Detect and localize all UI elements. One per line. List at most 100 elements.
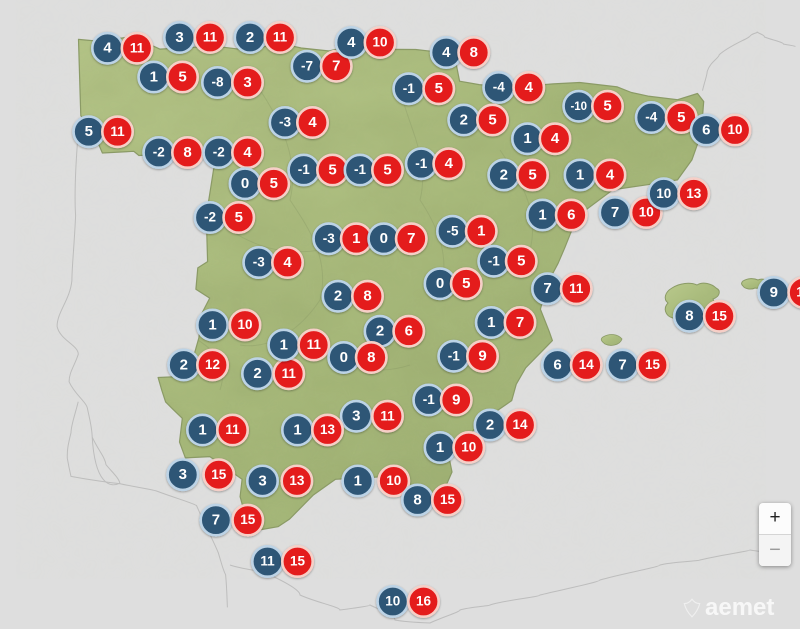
svg-text:7: 7 (516, 314, 524, 331)
svg-text:0: 0 (241, 175, 249, 192)
svg-text:1: 1 (477, 223, 485, 240)
svg-text:2: 2 (180, 356, 188, 373)
svg-text:-1: -1 (354, 162, 366, 177)
svg-text:15: 15 (712, 308, 728, 323)
svg-text:15: 15 (440, 492, 456, 507)
svg-text:1: 1 (293, 421, 301, 438)
svg-text:3: 3 (352, 408, 360, 425)
svg-text:1: 1 (208, 316, 216, 333)
svg-text:1: 1 (280, 336, 288, 353)
svg-text:1: 1 (198, 421, 206, 438)
svg-text:10: 10 (639, 205, 654, 220)
svg-text:9: 9 (452, 391, 460, 408)
svg-text:4: 4 (243, 144, 252, 161)
svg-text:10: 10 (385, 594, 400, 609)
svg-text:2: 2 (334, 288, 342, 305)
svg-text:10: 10 (372, 35, 387, 50)
svg-text:4: 4 (442, 44, 451, 61)
svg-text:11: 11 (203, 30, 218, 45)
svg-text:-3: -3 (253, 255, 265, 270)
svg-text:15: 15 (211, 467, 227, 482)
svg-text:1: 1 (354, 472, 362, 489)
svg-text:11: 11 (225, 422, 240, 437)
svg-text:11: 11 (260, 554, 275, 569)
svg-text:1: 1 (576, 166, 584, 183)
svg-text:6: 6 (567, 206, 575, 223)
svg-text:5: 5 (383, 161, 391, 178)
svg-text:1: 1 (150, 68, 158, 85)
svg-text:5: 5 (85, 123, 93, 140)
svg-text:11: 11 (307, 337, 322, 352)
svg-text:0: 0 (436, 275, 444, 292)
svg-text:6: 6 (702, 121, 710, 138)
svg-text:7: 7 (611, 204, 619, 221)
svg-text:-7: -7 (301, 58, 313, 73)
svg-text:-1: -1 (403, 81, 415, 96)
svg-text:8: 8 (363, 288, 371, 305)
svg-text:8: 8 (367, 349, 375, 366)
svg-text:7: 7 (332, 58, 340, 75)
svg-text:4: 4 (525, 79, 534, 96)
svg-text:3: 3 (258, 472, 266, 489)
svg-text:5: 5 (603, 98, 611, 115)
svg-text:9: 9 (478, 348, 486, 365)
svg-text:-3: -3 (323, 231, 335, 246)
svg-text:4: 4 (606, 166, 615, 183)
svg-text:4: 4 (347, 34, 356, 51)
svg-text:5: 5 (435, 80, 443, 97)
svg-text:11: 11 (282, 366, 297, 381)
svg-text:9: 9 (770, 284, 778, 301)
svg-text:0: 0 (340, 349, 348, 366)
svg-text:2: 2 (246, 29, 254, 46)
svg-text:11: 11 (380, 408, 395, 423)
svg-text:8: 8 (183, 144, 191, 161)
svg-text:1: 1 (352, 230, 360, 247)
svg-text:6: 6 (553, 356, 561, 373)
svg-text:-1: -1 (415, 156, 427, 171)
svg-text:5: 5 (328, 161, 336, 178)
svg-text:11: 11 (273, 30, 288, 45)
svg-text:-2: -2 (204, 210, 216, 225)
svg-text:5: 5 (528, 166, 536, 183)
svg-text:-2: -2 (213, 145, 225, 160)
svg-text:5: 5 (517, 253, 525, 270)
svg-text:2: 2 (486, 416, 494, 433)
svg-text:-3: -3 (279, 115, 291, 130)
svg-text:4: 4 (445, 155, 454, 172)
svg-text:2: 2 (460, 111, 468, 128)
svg-text:8: 8 (470, 44, 478, 61)
svg-text:7: 7 (618, 356, 626, 373)
svg-text:16: 16 (416, 594, 432, 609)
svg-text:-5: -5 (446, 223, 458, 238)
svg-text:10: 10 (727, 122, 742, 137)
svg-text:7: 7 (543, 280, 551, 297)
svg-text:10: 10 (386, 473, 401, 488)
svg-text:1: 1 (487, 314, 495, 331)
svg-text:4: 4 (308, 114, 317, 131)
svg-text:-1: -1 (448, 348, 460, 363)
svg-text:7: 7 (212, 512, 220, 529)
svg-text:0: 0 (380, 230, 388, 247)
svg-text:14: 14 (796, 285, 800, 300)
svg-text:14: 14 (579, 357, 595, 372)
svg-text:3: 3 (179, 466, 187, 483)
svg-text:-4: -4 (645, 110, 657, 125)
svg-text:2: 2 (500, 166, 508, 183)
svg-text:13: 13 (289, 473, 305, 488)
svg-text:5: 5 (178, 68, 186, 85)
svg-text:3: 3 (175, 29, 183, 46)
svg-text:1: 1 (436, 439, 444, 456)
svg-text:8: 8 (413, 491, 421, 508)
svg-text:5: 5 (270, 175, 278, 192)
svg-text:1: 1 (523, 130, 531, 147)
svg-text:6: 6 (405, 323, 413, 340)
svg-text:11: 11 (110, 124, 125, 139)
svg-text:15: 15 (240, 512, 256, 527)
svg-text:-1: -1 (298, 162, 310, 177)
svg-text:10: 10 (461, 440, 476, 455)
svg-text:5: 5 (235, 209, 243, 226)
svg-text:-2: -2 (153, 145, 165, 160)
svg-text:4: 4 (103, 40, 112, 57)
svg-text:5: 5 (488, 111, 496, 128)
svg-text:-10: -10 (570, 101, 587, 113)
